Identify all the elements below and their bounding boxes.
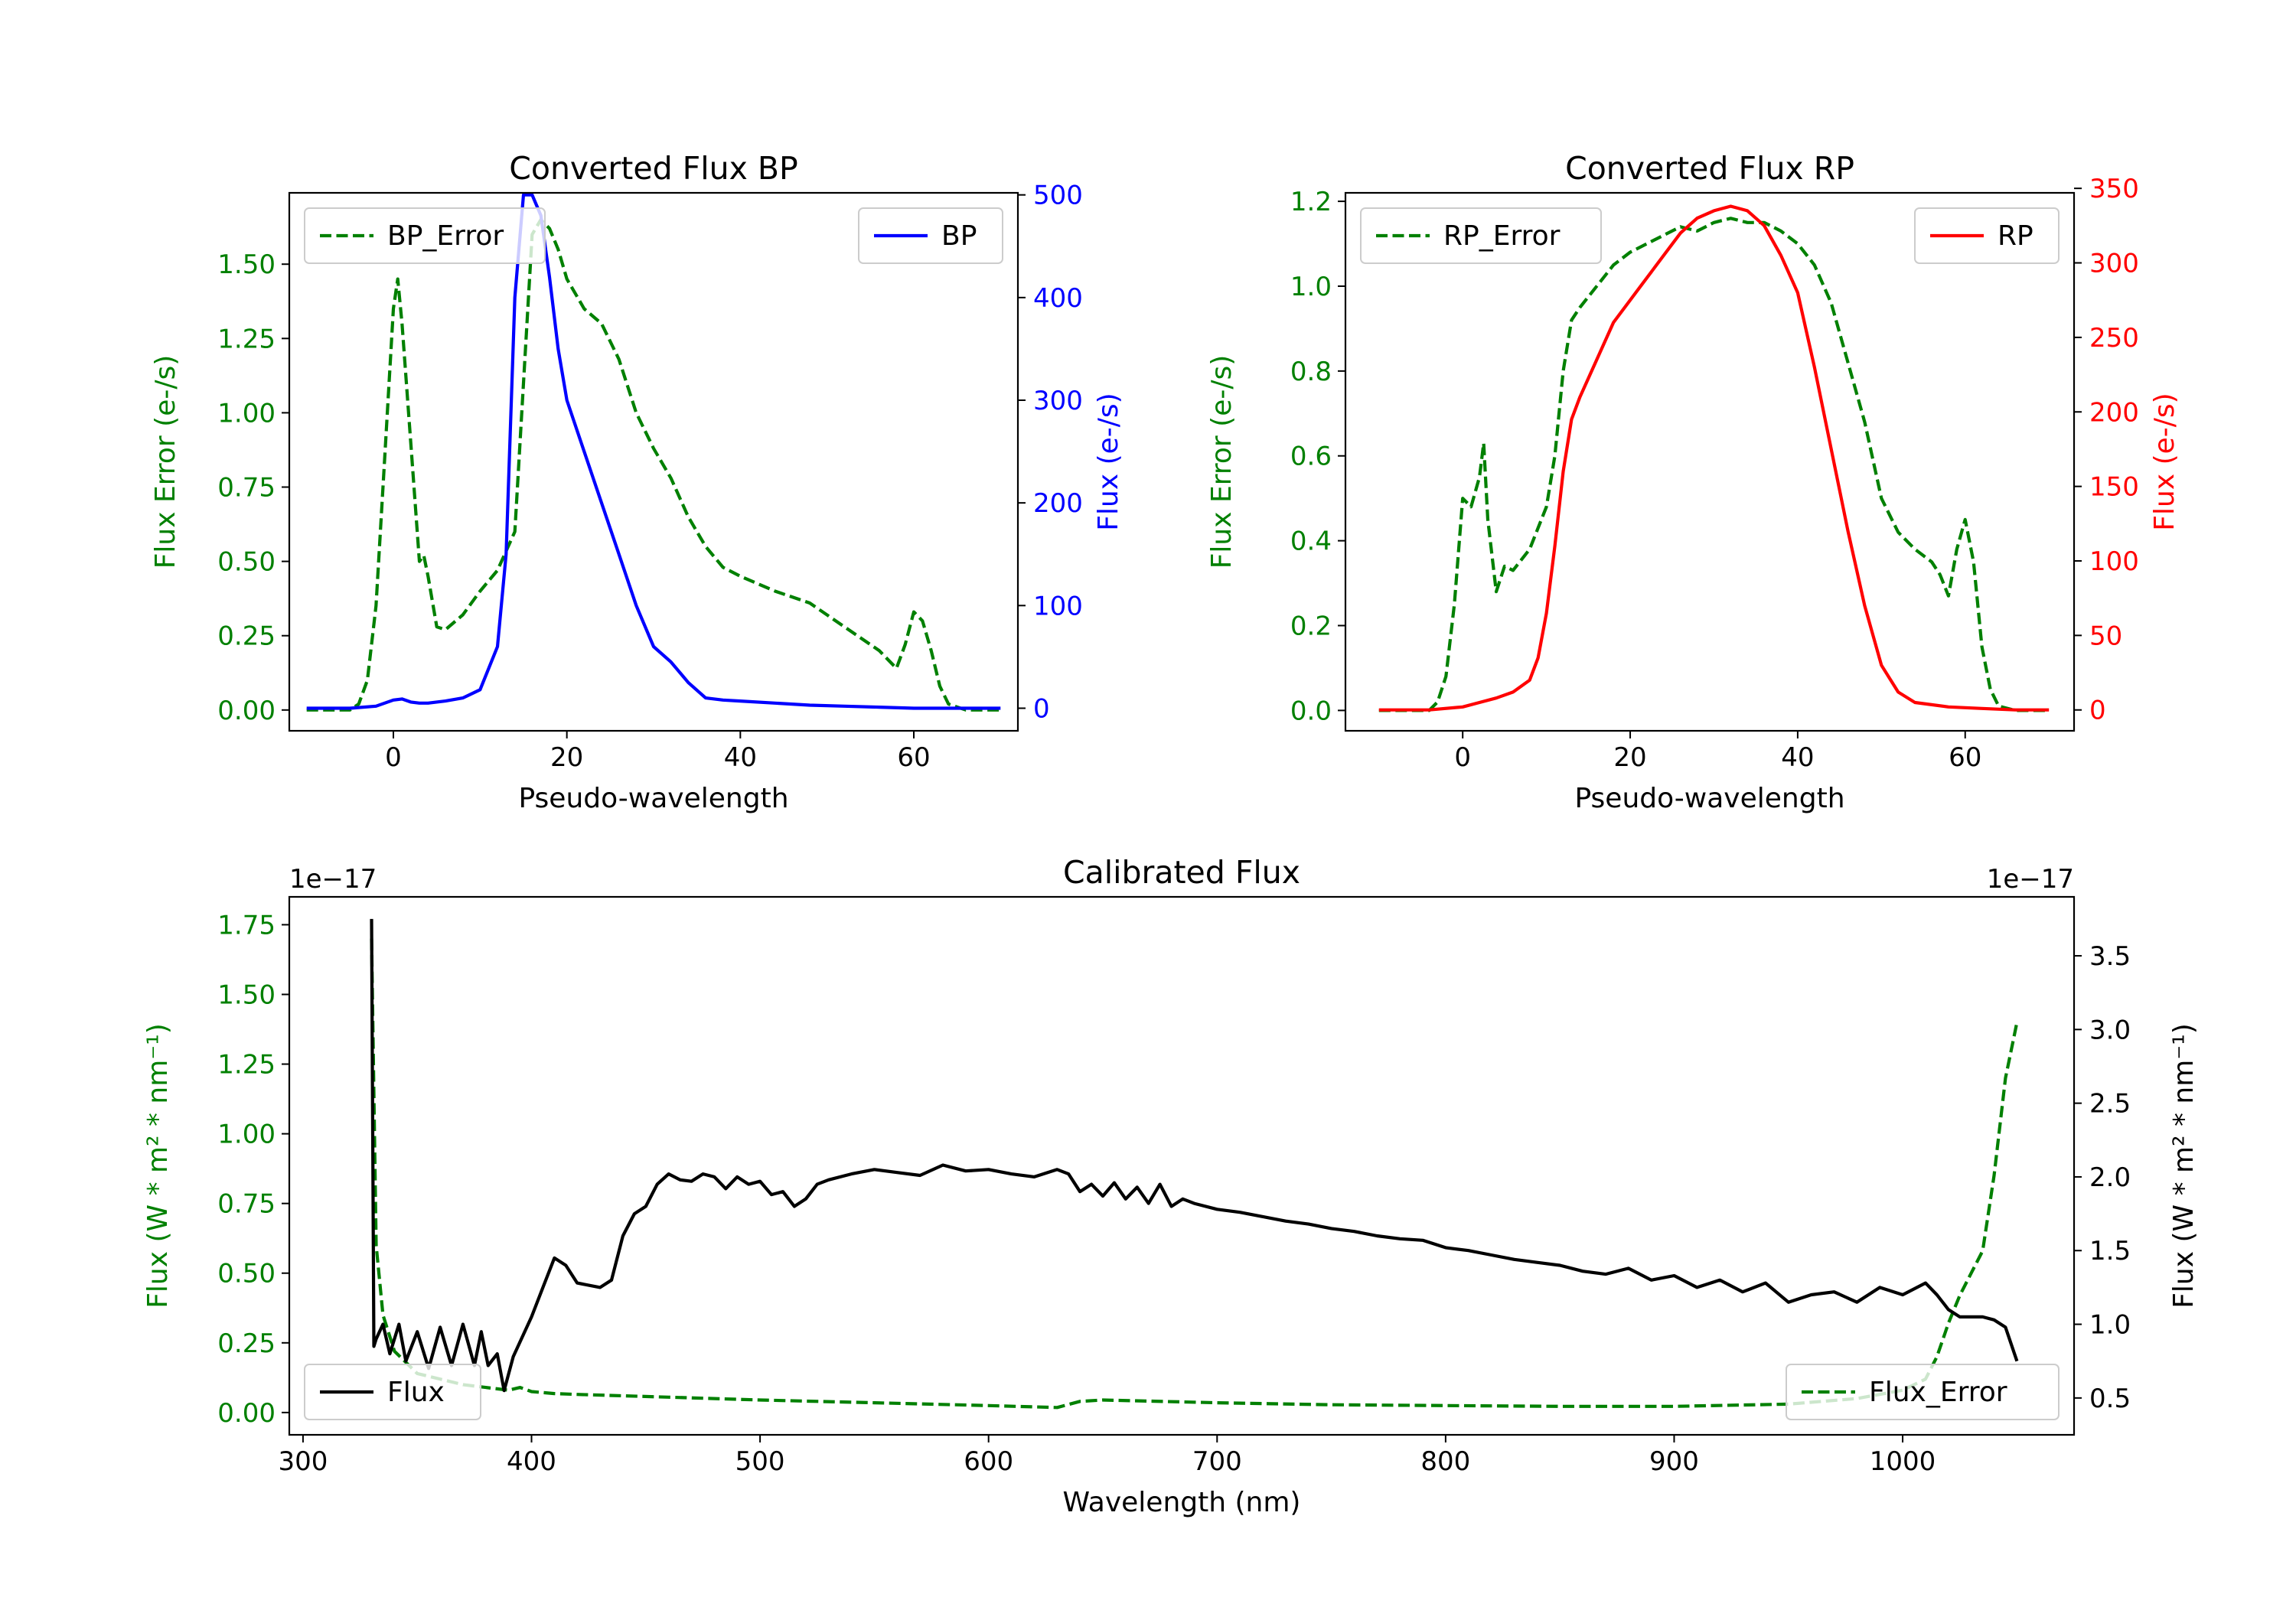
y-right-tick-label: 1.5 — [2089, 1236, 2131, 1266]
legend-label: Flux_Error — [1869, 1377, 2007, 1408]
y-right-tick-label: 200 — [2089, 397, 2139, 428]
y-right-axis-label: Flux (W * m² * nm⁻¹) — [2168, 1023, 2200, 1309]
y-left-tick-label: 1.0 — [1290, 272, 1332, 302]
y-left-tick-label: 1.25 — [217, 1050, 276, 1081]
legend-flux-error: Flux_Error — [1786, 1364, 2060, 1420]
x-tick-label: 1000 — [1870, 1446, 1936, 1477]
y-right-tick-label: 2.5 — [2089, 1089, 2131, 1120]
y-right-tick-label: 150 — [2089, 472, 2139, 503]
x-tick-label: 400 — [507, 1446, 556, 1477]
x-tick-label: 40 — [1781, 742, 1814, 773]
y-right-tick-label: 300 — [1033, 386, 1083, 416]
chart-bp: 0 20 40 60 0.00 0.25 0.50 0.75 1.00 1.25 1.50 0 100 2… — [150, 150, 1124, 814]
y-right-axis-label: Flux (e-/s) — [1093, 393, 1124, 530]
x-tick-label: 60 — [897, 742, 930, 773]
x-tick-label: 0 — [385, 742, 402, 773]
y-right-tick-label: 0 — [2089, 696, 2106, 726]
axes-frame — [288, 191, 1019, 732]
y-right-tick-label: 350 — [2089, 174, 2139, 204]
legend-rp: RP — [1914, 207, 2060, 264]
y-left-tick-label: 0.8 — [1290, 357, 1332, 387]
y-right-tick-label: 2.0 — [2089, 1162, 2131, 1193]
chart-title: Calibrated Flux — [1063, 854, 1300, 891]
legend-label: BP_Error — [387, 220, 504, 252]
legend-label: BP — [941, 220, 977, 252]
x-axis-label: Pseudo-wavelength — [1574, 783, 1844, 814]
legend-bp: BP — [858, 207, 1003, 264]
x-tick-label: 600 — [964, 1446, 1013, 1477]
x-tick-label: 700 — [1192, 1446, 1242, 1477]
legend-label: RP_Error — [1443, 220, 1561, 252]
axes-frame — [1344, 191, 2076, 732]
y-right-tick-label: 500 — [1033, 181, 1083, 211]
chart-title: Converted Flux BP — [509, 150, 798, 187]
y-left-tick-label: 1.00 — [217, 1120, 276, 1150]
y-left-tick-label: 0.25 — [217, 621, 276, 652]
y-left-tick-label: 0.0 — [1290, 696, 1332, 726]
y-right-tick-label: 3.5 — [2089, 941, 2131, 972]
y-left-tick-label: 1.50 — [217, 249, 276, 280]
x-tick-label: 20 — [1613, 742, 1646, 773]
y-right-tick-label: 100 — [2089, 546, 2139, 577]
series-line-rp — [1378, 204, 2050, 712]
x-tick-label: 300 — [278, 1446, 328, 1477]
y-right-tick-label: 100 — [1033, 591, 1083, 621]
y-right-axis-label: Flux (e-/s) — [2149, 393, 2180, 530]
y-right-tick-label: 3.0 — [2089, 1015, 2131, 1045]
legend-rp-error: RP_Error — [1360, 207, 1602, 264]
x-tick-label: 20 — [550, 742, 583, 773]
y-left-offset-label: 1e−17 — [289, 864, 377, 895]
series-line-bp-error — [306, 217, 1001, 712]
y-left-tick-label: 1.25 — [217, 324, 276, 354]
y-left-axis-label: Flux (W * m² * nm⁻¹) — [142, 1023, 174, 1309]
y-left-tick-label: 0.75 — [217, 1189, 276, 1220]
series-line-flux-error — [370, 938, 2019, 1410]
y-right-tick-label: 300 — [2089, 249, 2139, 279]
y-left-tick-label: 0.00 — [217, 696, 276, 726]
y-right-tick-label: 50 — [2089, 621, 2122, 651]
chart-calibrated: 300 400 500 600 700 800 900 1000 0.00 0.25 0.50 0.7… — [142, 854, 2200, 1518]
y-right-tick-label: 0.5 — [2089, 1384, 2131, 1414]
y-left-tick-label: 0.50 — [217, 547, 276, 578]
y-left-tick-label: 0.4 — [1290, 526, 1332, 557]
legend-label: Flux — [387, 1377, 445, 1408]
x-axis-label: Pseudo-wavelength — [518, 783, 788, 814]
y-left-tick-label: 0.6 — [1290, 442, 1332, 472]
x-tick-label: 60 — [1949, 742, 1981, 773]
y-left-tick-label: 1.2 — [1290, 187, 1332, 217]
x-tick-label: 0 — [1454, 742, 1471, 773]
x-axis-label: Wavelength (nm) — [1063, 1487, 1301, 1518]
axes-frame — [288, 895, 2076, 1436]
y-right-tick-label: 250 — [2089, 323, 2139, 354]
y-left-axis-label: Flux Error (e-/s) — [1206, 355, 1238, 569]
y-right-tick-label: 400 — [1033, 283, 1083, 314]
chart-title: Converted Flux RP — [1565, 150, 1854, 187]
y-right-tick-label: 0 — [1033, 693, 1050, 724]
y-left-tick-label: 0.2 — [1290, 611, 1332, 642]
chart-rp: 0 20 40 60 0.0 0.2 0.4 0.6 0.8 1.0 1.2 0 50 100 150 200… — [1206, 150, 2180, 814]
y-left-tick-label: 1.00 — [217, 398, 276, 429]
y-right-tick-label: 1.0 — [2089, 1310, 2131, 1341]
y-left-tick-label: 0.50 — [217, 1259, 276, 1289]
series-line-rp-error — [1378, 217, 2050, 712]
series-line-bp — [306, 193, 1001, 710]
x-tick-label: 40 — [724, 742, 757, 773]
y-left-axis-label: Flux Error (e-/s) — [150, 355, 181, 569]
series-line-flux — [370, 918, 2019, 1393]
y-left-tick-label: 1.50 — [217, 980, 276, 1010]
y-left-tick-label: 0.75 — [217, 473, 276, 504]
x-tick-label: 900 — [1649, 1446, 1699, 1477]
y-left-tick-label: 0.00 — [217, 1398, 276, 1429]
y-right-tick-label: 200 — [1033, 488, 1083, 519]
y-left-tick-label: 0.25 — [217, 1328, 276, 1359]
y-left-tick-label: 1.75 — [217, 910, 276, 940]
y-right-offset-label: 1e−17 — [1987, 864, 2074, 895]
legend-flux: Flux — [304, 1364, 481, 1420]
legend-bp-error: BP_Error — [304, 207, 546, 264]
legend-label: RP — [1998, 220, 2033, 252]
x-tick-label: 500 — [735, 1446, 785, 1477]
x-tick-label: 800 — [1420, 1446, 1470, 1477]
